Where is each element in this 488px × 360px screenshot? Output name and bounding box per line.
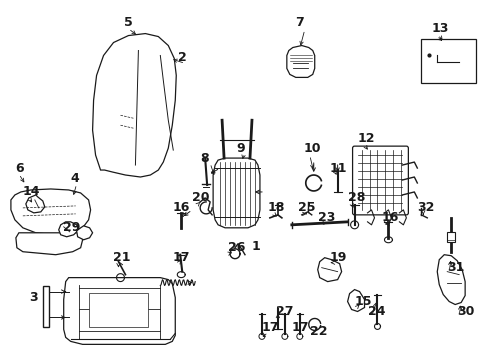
Polygon shape bbox=[26, 195, 45, 213]
Polygon shape bbox=[213, 158, 260, 228]
Text: 13: 13 bbox=[430, 22, 447, 35]
Text: 8: 8 bbox=[200, 152, 208, 165]
Text: 17: 17 bbox=[262, 321, 279, 334]
Bar bbox=[42, 285, 49, 328]
Text: 1: 1 bbox=[251, 240, 260, 253]
Text: 12: 12 bbox=[357, 132, 374, 145]
Text: 9: 9 bbox=[236, 141, 244, 155]
Text: 22: 22 bbox=[309, 325, 326, 338]
Polygon shape bbox=[16, 233, 82, 255]
Text: 6: 6 bbox=[15, 162, 23, 175]
FancyBboxPatch shape bbox=[352, 146, 407, 215]
Text: 2: 2 bbox=[178, 51, 186, 64]
Text: 17: 17 bbox=[291, 321, 309, 334]
Polygon shape bbox=[347, 289, 364, 311]
Polygon shape bbox=[286, 45, 314, 77]
Text: 15: 15 bbox=[354, 295, 371, 308]
Text: 24: 24 bbox=[367, 305, 384, 318]
Text: 17: 17 bbox=[172, 251, 189, 264]
Text: 7: 7 bbox=[294, 16, 303, 29]
Text: 26: 26 bbox=[227, 241, 245, 254]
Bar bbox=[421, 39, 475, 84]
Polygon shape bbox=[59, 222, 79, 237]
Text: 29: 29 bbox=[62, 221, 80, 234]
Text: 31: 31 bbox=[447, 261, 464, 274]
Text: 28: 28 bbox=[347, 192, 364, 204]
Text: 30: 30 bbox=[456, 305, 473, 318]
Text: 3: 3 bbox=[29, 291, 38, 304]
Text: 21: 21 bbox=[112, 251, 130, 264]
Text: 5: 5 bbox=[124, 16, 133, 29]
Text: 19: 19 bbox=[329, 251, 346, 264]
Text: 20: 20 bbox=[192, 192, 209, 204]
Polygon shape bbox=[11, 189, 90, 235]
Polygon shape bbox=[436, 255, 464, 305]
Bar bbox=[447, 232, 454, 242]
Text: 16: 16 bbox=[381, 211, 398, 224]
Text: 23: 23 bbox=[317, 211, 334, 224]
Text: 4: 4 bbox=[71, 171, 79, 185]
Polygon shape bbox=[63, 278, 175, 345]
Text: 18: 18 bbox=[267, 201, 285, 215]
Text: 14: 14 bbox=[23, 185, 41, 198]
Polygon shape bbox=[88, 293, 148, 328]
Text: 32: 32 bbox=[416, 201, 434, 215]
Polygon shape bbox=[317, 258, 341, 282]
Text: 27: 27 bbox=[275, 305, 293, 318]
Polygon shape bbox=[77, 226, 92, 240]
Polygon shape bbox=[92, 33, 176, 177]
Text: 25: 25 bbox=[297, 201, 315, 215]
Text: 10: 10 bbox=[303, 141, 321, 155]
Text: 11: 11 bbox=[329, 162, 346, 175]
Text: 16: 16 bbox=[172, 201, 189, 215]
